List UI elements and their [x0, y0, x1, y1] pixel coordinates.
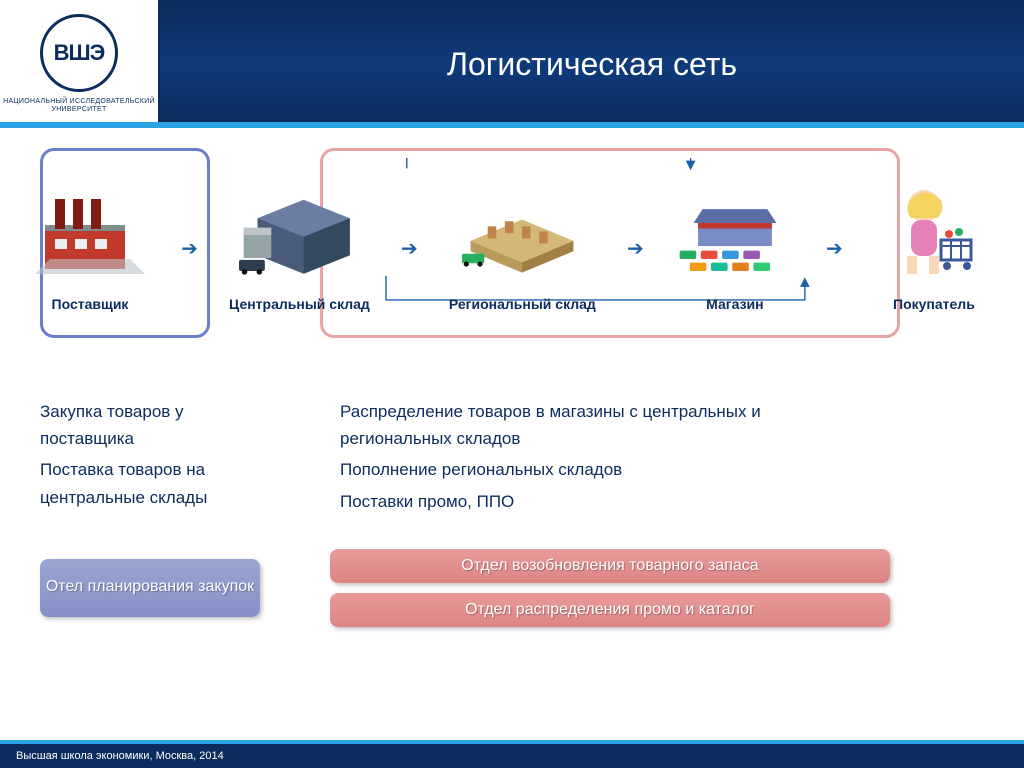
node-store-label: Магазин [706, 296, 763, 312]
footer-text: Высшая школа экономики, Москва, 2014 [16, 750, 224, 762]
desc-left-2: Поставка товаров на центральные склады [40, 456, 280, 510]
logo-letters: ВШЭ [54, 40, 105, 66]
node-regional: Региональный склад [449, 184, 596, 312]
dept-promo-pill: Отдел распределения промо и каталог [330, 593, 890, 627]
description-row: Закупка товаров у поставщика Поставка то… [30, 398, 994, 519]
logo-box: ВШЭ НАЦИОНАЛЬНЫЙ ИССЛЕДОВАТЕЛЬСКИЙ УНИВЕ… [0, 0, 160, 128]
content-area: Поставщик ➔ Центральный склад ➔ [0, 128, 1024, 659]
arrow-icon: ➔ [181, 236, 198, 261]
logo-caption: НАЦИОНАЛЬНЫЙ ИССЛЕДОВАТЕЛЬСКИЙ УНИВЕРСИТ… [0, 98, 158, 113]
description-left: Закупка товаров у поставщика Поставка то… [40, 398, 280, 519]
node-supplier-label: Поставщик [52, 296, 129, 312]
desc-right-3: Поставки промо, ППО [340, 488, 860, 515]
desc-right-1: Распределение товаров в магазины с центр… [340, 398, 860, 452]
department-row: Отел планирования закупок Отдел возобнов… [30, 549, 994, 649]
node-regional-label: Региональный склад [449, 296, 596, 312]
node-central-label: Центральный склад [229, 296, 370, 312]
desc-left-1: Закупка товаров у поставщика [40, 398, 280, 452]
arrow-icon: ➔ [401, 236, 418, 261]
node-store: Магазин [675, 184, 795, 312]
footer: Высшая школа экономики, Москва, 2014 [0, 744, 1024, 768]
desc-right-2: Пополнение региональных складов [340, 456, 860, 483]
page-title: Логистическая сеть [160, 46, 1024, 83]
description-right: Распределение товаров в магазины с центр… [340, 398, 860, 519]
dept-planning-pill: Отел планирования закупок [40, 559, 260, 617]
node-central: Центральный склад [229, 184, 370, 312]
central-warehouse-icon [239, 184, 359, 284]
node-supplier: Поставщик [30, 184, 150, 312]
dept-replenishment-pill: Отдел возобновления товарного запаса [330, 549, 890, 583]
regional-warehouse-icon [462, 184, 582, 284]
flow-row: Поставщик ➔ Центральный склад ➔ [30, 158, 994, 338]
store-icon [675, 184, 795, 284]
header: ВШЭ НАЦИОНАЛЬНЫЙ ИССЛЕДОВАТЕЛЬСКИЙ УНИВЕ… [0, 0, 1024, 128]
factory-icon [30, 184, 150, 284]
node-customer-label: Покупатель [893, 296, 975, 312]
arrow-icon: ➔ [627, 236, 644, 261]
arrow-icon: ➔ [826, 236, 843, 261]
node-customer: Покупатель [874, 184, 994, 312]
logo-circle: ВШЭ [40, 14, 118, 92]
customer-icon [874, 184, 994, 284]
